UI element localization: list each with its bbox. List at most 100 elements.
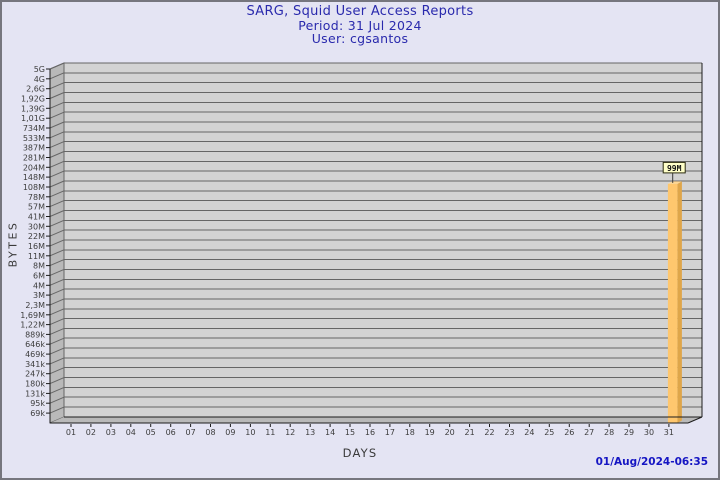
y-tick-label: 1,22M (20, 321, 45, 330)
x-tick-label: 28 (604, 428, 614, 437)
y-tick-label: 2,6G (26, 85, 45, 94)
wall-grid-line (49, 121, 65, 129)
wall-grid-line (49, 92, 65, 99)
x-tick-label: 10 (245, 428, 255, 437)
wall-grid-line (49, 239, 65, 247)
wall-grid-line (49, 357, 65, 365)
x-tick-label: 18 (405, 428, 415, 437)
wall-grid-line (49, 151, 65, 158)
y-tick-label: 11M (28, 252, 45, 261)
wall-grid-line (49, 190, 65, 198)
wall-grid-line (49, 386, 65, 394)
y-tick-label: 533M (23, 134, 45, 143)
wall-grid-line (49, 298, 65, 306)
x-tick-label: 20 (445, 428, 455, 437)
x-tick-label: 15 (345, 428, 355, 437)
y-tick-label: 1,39G (21, 104, 45, 113)
x-tick-label: 09 (225, 428, 235, 437)
report-user: User: cgsantos (311, 31, 409, 46)
wall-grid-line (49, 347, 65, 355)
x-tick-label: 17 (385, 428, 395, 437)
x-tick-label: 05 (146, 428, 156, 437)
y-tick-label: 148M (23, 173, 45, 182)
y-tick-label: 4M (33, 281, 45, 290)
report-period: Period: 31 Jul 2024 (298, 18, 422, 33)
y-axis-title: BYTES (6, 220, 20, 268)
x-tick-label: 02 (86, 428, 96, 437)
y-tick-label: 78M (28, 193, 45, 202)
wall-grid-line (49, 308, 65, 316)
wall-grid-line (49, 101, 65, 109)
x-tick-label: 29 (624, 428, 634, 437)
wall-grid-line (49, 180, 65, 188)
x-tick-label: 23 (504, 428, 514, 437)
wall-grid-line (49, 200, 65, 208)
y-tick-label: 469k (25, 350, 45, 359)
report-header: SARG, Squid User Access Reports Period: … (2, 5, 718, 46)
wall-grid-line (49, 396, 65, 404)
generated-timestamp: 01/Aug/2024-06:35 (595, 456, 708, 468)
bar-value-label-box (662, 161, 686, 174)
y-tick-label: 4G (34, 75, 45, 84)
wall-grid-line (49, 367, 65, 375)
wall-grid-line (49, 259, 65, 267)
y-tick-label: 341k (25, 360, 45, 369)
y-tick-label: 8M (33, 262, 45, 271)
y-tick-label: 247k (25, 370, 45, 379)
x-tick-label: 14 (325, 428, 335, 437)
y-tick-label: 1,01G (21, 114, 45, 123)
wall-grid-line (49, 141, 65, 149)
wall-grid-line (49, 327, 65, 335)
wall-grid-line (49, 249, 65, 257)
wall-grid-line (49, 160, 65, 168)
wall-grid-line (49, 318, 65, 326)
wall-grid-line (49, 210, 65, 217)
wall-grid-line (49, 268, 65, 276)
bar-value-label: 99M (667, 164, 682, 173)
wall-grid-line (49, 337, 65, 345)
x-tick-label: 06 (166, 428, 176, 437)
x-tick-label: 16 (365, 428, 375, 437)
y-tick-label: 5G (34, 65, 45, 74)
bar-top-face (667, 181, 682, 184)
y-tick-label: 1,69M (20, 311, 45, 320)
x-tick-label: 19 (425, 428, 435, 437)
x-tick-label: 04 (126, 428, 136, 437)
x-tick-label: 22 (484, 428, 494, 437)
wall-grid-line (49, 111, 65, 119)
y-tick-label: 22M (28, 232, 45, 241)
x-tick-label: 07 (186, 428, 196, 437)
y-tick-label: 734M (23, 124, 45, 133)
wall-grid-line (49, 377, 65, 385)
wall-grid-line (49, 72, 65, 80)
y-tick-label: 1,92G (21, 95, 45, 104)
x-tick-label: 24 (524, 428, 534, 437)
y-tick-label: 108M (23, 183, 45, 192)
y-tick-label: 3M (33, 291, 45, 300)
y-tick-label: 41M (28, 213, 45, 222)
floor (50, 417, 702, 423)
wall-grid-line (49, 82, 65, 90)
wall-grid-line (49, 219, 65, 227)
y-tick-label: 30M (28, 222, 45, 231)
wall-grid-line (49, 406, 65, 414)
x-tick-label: 27 (584, 428, 594, 437)
y-tick-label: 95k (30, 399, 45, 408)
x-tick-label: 30 (644, 428, 654, 437)
wall-grid-line (49, 278, 65, 286)
x-tick-label: 25 (544, 428, 554, 437)
wall-grid-line (49, 170, 65, 178)
wall-grid-line (49, 131, 65, 139)
wall-grid-line (49, 288, 65, 296)
x-axis-title: DAYS (342, 446, 378, 460)
bar-side-face (677, 181, 682, 423)
y-tick-label: 889k (25, 330, 45, 339)
y-tick-label: 2,3M (25, 301, 45, 310)
wall-grid-line (49, 229, 65, 237)
y-tick-label: 646k (25, 340, 45, 349)
y-tick-label: 69k (30, 409, 45, 418)
y-tick-label: 204M (23, 163, 45, 172)
x-tick-label: 01 (66, 428, 76, 437)
